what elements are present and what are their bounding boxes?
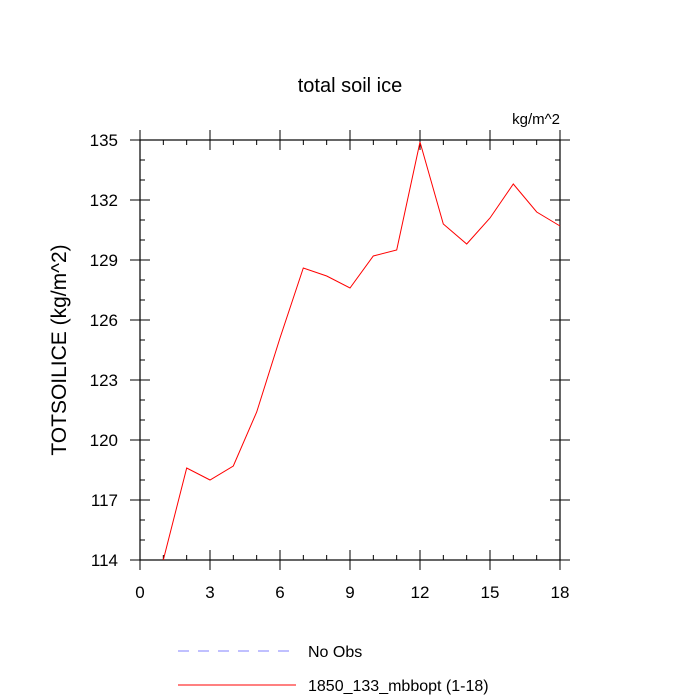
plot-frame — [139, 139, 561, 561]
x-tick-label: 9 — [345, 583, 354, 602]
y-tick-labels: 114 117 120 123 126 129 132 135 — [90, 131, 118, 570]
x-tick-label: 12 — [411, 583, 430, 602]
y-tick-label: 117 — [91, 491, 118, 510]
x-tick-label: 18 — [551, 583, 570, 602]
y-tick-label: 132 — [90, 191, 118, 210]
y-axis-label: TOTSOILICE (kg/m^2) — [48, 244, 71, 455]
x-tick-label: 6 — [275, 583, 284, 602]
series-lines — [162, 141, 561, 561]
y-tick-label: 114 — [91, 551, 118, 570]
chart-title: total soil ice — [298, 75, 403, 97]
legend-label-no-obs: No Obs — [308, 644, 362, 661]
x-tick-labels: 0 3 6 9 12 15 18 — [135, 583, 569, 602]
y-tick-label: 123 — [90, 371, 118, 390]
legend: No Obs 1850_133_mbbopt (1-18) — [178, 644, 489, 695]
y-tick-label: 135 — [90, 131, 118, 150]
x-tick-label: 15 — [481, 583, 500, 602]
axis-ticks — [130, 130, 570, 570]
units-label: kg/m^2 — [512, 111, 560, 128]
y-tick-label: 120 — [90, 431, 118, 450]
x-tick-label: 0 — [135, 583, 144, 602]
series-line — [162, 141, 561, 561]
y-tick-label: 126 — [90, 311, 118, 330]
legend-label-series: 1850_133_mbbopt (1-18) — [308, 678, 489, 695]
x-tick-label: 3 — [205, 583, 214, 602]
y-tick-label: 129 — [90, 251, 118, 270]
